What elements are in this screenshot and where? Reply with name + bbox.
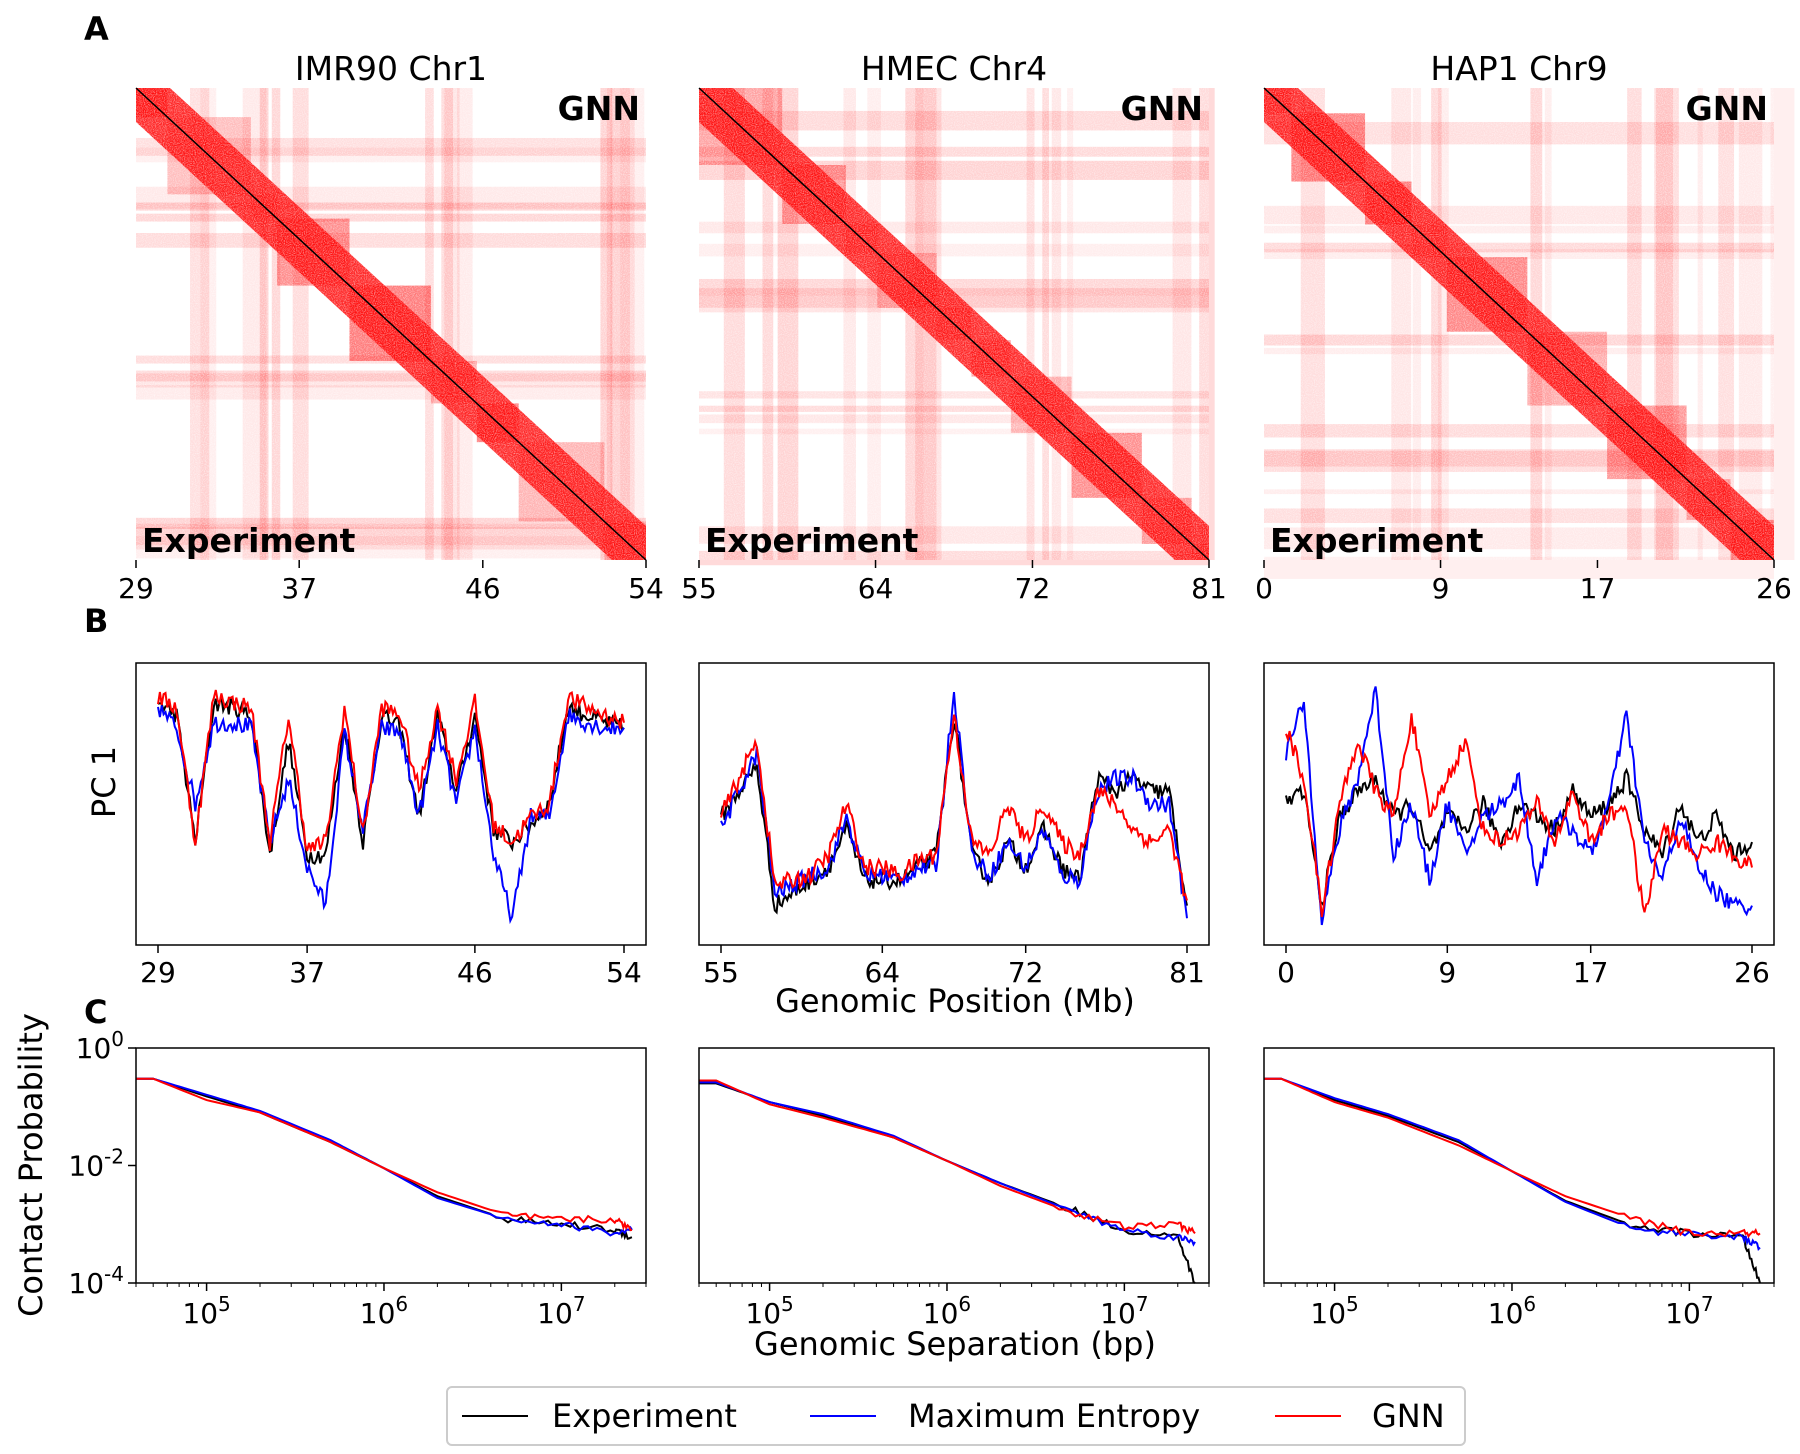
experiment-overlay-label: Experiment: [1270, 521, 1484, 560]
x-tick-label: 26: [1734, 956, 1770, 989]
x-tick-label: 81: [1191, 572, 1227, 605]
contact-plot-2: 105 106 107: [698, 1047, 1210, 1330]
series-line-gnn: [157, 689, 625, 854]
gnn-overlay-label: GNN: [1686, 89, 1768, 128]
pc1-plot-3: 0 9 17 26: [1263, 662, 1775, 989]
experiment-overlay-label: Experiment: [142, 521, 356, 560]
x-tick-label: 0: [1277, 956, 1295, 989]
panel-letter-b: B: [84, 602, 108, 640]
heatmap-row: IMR90 Chr1 GNN Experiment 29 37 46 54 HMEC Chr4…: [118, 49, 1795, 605]
x-tick-label: 72: [1015, 572, 1051, 605]
x-tick-label: 9: [1438, 956, 1456, 989]
compartment-stripe: [1264, 556, 1774, 579]
pc1-plot-1: 29 37 46 54: [135, 662, 647, 989]
series-line-maximum-entropy: [699, 1081, 1196, 1247]
x-tick-label: 55: [681, 572, 717, 605]
x-tick-label: 17: [1580, 572, 1616, 605]
tick-label: 106: [1488, 1292, 1536, 1330]
tick-label: 105: [745, 1292, 793, 1330]
x-tick-label: 37: [289, 956, 325, 989]
x-tick-label: 29: [118, 572, 154, 605]
x-tick-label: 54: [606, 956, 642, 989]
pc1-row: 29 37 46 54 55 64 72 81 0 9 17 26: [135, 662, 1775, 989]
panel-letter-c: C: [84, 993, 107, 1031]
heatmap-2: HMEC Chr4 GNN Experiment 55 64 72 81: [681, 49, 1227, 605]
pc-x-label: Genomic Position (Mb): [775, 982, 1135, 1020]
series-line-gnn: [136, 1077, 633, 1232]
x-tick-label: 72: [1008, 956, 1044, 989]
x-tick-label: 46: [465, 572, 501, 605]
heatmap-title: IMR90 Chr1: [295, 49, 487, 88]
plot-frame: [135, 1047, 647, 1284]
contact-plot-3: 105 106 107: [1263, 1047, 1775, 1330]
tick-label: 10-4: [68, 1262, 124, 1300]
series-line-gnn: [720, 714, 1188, 901]
plot-frame: [698, 662, 1210, 946]
tick-label: 106: [923, 1292, 971, 1330]
series-line-gnn: [1264, 1077, 1761, 1239]
plot-frame: [1263, 662, 1775, 946]
legend-box: [446, 1386, 1466, 1446]
x-tick-label: 64: [864, 956, 900, 989]
x-tick-label: 0: [1255, 572, 1273, 605]
contact-probability-row: 105 106 107 100 10-2 10-4 105 106 107 105 106 107: [68, 1027, 1775, 1330]
pc-y-label: PC 1: [85, 746, 123, 818]
gnn-overlay-label: GNN: [558, 89, 640, 128]
series-line-experiment: [136, 1077, 633, 1241]
diagonal-line: [1263, 87, 1775, 561]
ps-y-label: Contact Probability: [12, 1013, 50, 1317]
x-tick-label: 64: [858, 572, 894, 605]
compartment-stripe: [1770, 88, 1795, 560]
tick-label: 105: [182, 1292, 230, 1330]
series-line-maximum-entropy: [1285, 686, 1753, 926]
series-line-experiment: [1264, 1077, 1761, 1284]
series-line-gnn: [699, 1079, 1196, 1236]
experiment-overlay-label: Experiment: [705, 521, 919, 560]
tick-label: 107: [1100, 1292, 1148, 1330]
x-tick-label: 26: [1756, 572, 1792, 605]
x-tick-label: 17: [1573, 956, 1609, 989]
series-line-maximum-entropy: [136, 1077, 633, 1237]
plot-frame: [1263, 1047, 1775, 1284]
diagonal-line: [698, 87, 1210, 561]
series-line-experiment: [1285, 767, 1753, 908]
ps-x-label: Genomic Separation (bp): [754, 1325, 1156, 1363]
pc1-plot-2: 55 64 72 81: [698, 662, 1210, 989]
series-line-gnn: [1285, 713, 1753, 918]
tick-label: 107: [537, 1292, 585, 1330]
series-line-experiment: [699, 1082, 1196, 1284]
x-tick-label: 55: [703, 956, 739, 989]
legend-label-gnn: GNN: [1372, 1397, 1445, 1435]
legend-label-max-entropy: Maximum Entropy: [908, 1397, 1200, 1435]
x-tick-label: 54: [628, 572, 664, 605]
plot-frame: [698, 1047, 1210, 1284]
contact-plot-1: 105 106 107 100 10-2 10-4: [68, 1027, 647, 1330]
heatmap-title: HMEC Chr4: [861, 49, 1047, 88]
panel-letter-a: A: [84, 10, 109, 48]
diagonal-line: [135, 87, 647, 561]
legend-label-experiment: Experiment: [552, 1397, 737, 1435]
tick-label: 10-2: [68, 1145, 124, 1183]
x-tick-label: 29: [140, 956, 176, 989]
plot-frame: [135, 662, 647, 946]
tick-label: 107: [1665, 1292, 1713, 1330]
gnn-overlay-label: GNN: [1121, 89, 1203, 128]
x-tick-label: 9: [1432, 572, 1450, 605]
legend: Experiment Maximum Entropy GNN: [446, 1386, 1466, 1446]
x-tick-label: 46: [457, 956, 493, 989]
x-tick-label: 37: [281, 572, 317, 605]
heatmap-3: HAP1 Chr9 GNN Experiment 0 9 17 26: [1255, 49, 1795, 605]
heatmap-1: IMR90 Chr1 GNN Experiment 29 37 46 54: [118, 49, 664, 605]
tick-label: 105: [1310, 1292, 1358, 1330]
heatmap-title: HAP1 Chr9: [1430, 49, 1607, 88]
tick-label: 106: [360, 1292, 408, 1330]
x-tick-label: 81: [1169, 956, 1205, 989]
series-line-maximum-entropy: [157, 705, 625, 925]
tick-label: 100: [76, 1027, 124, 1065]
